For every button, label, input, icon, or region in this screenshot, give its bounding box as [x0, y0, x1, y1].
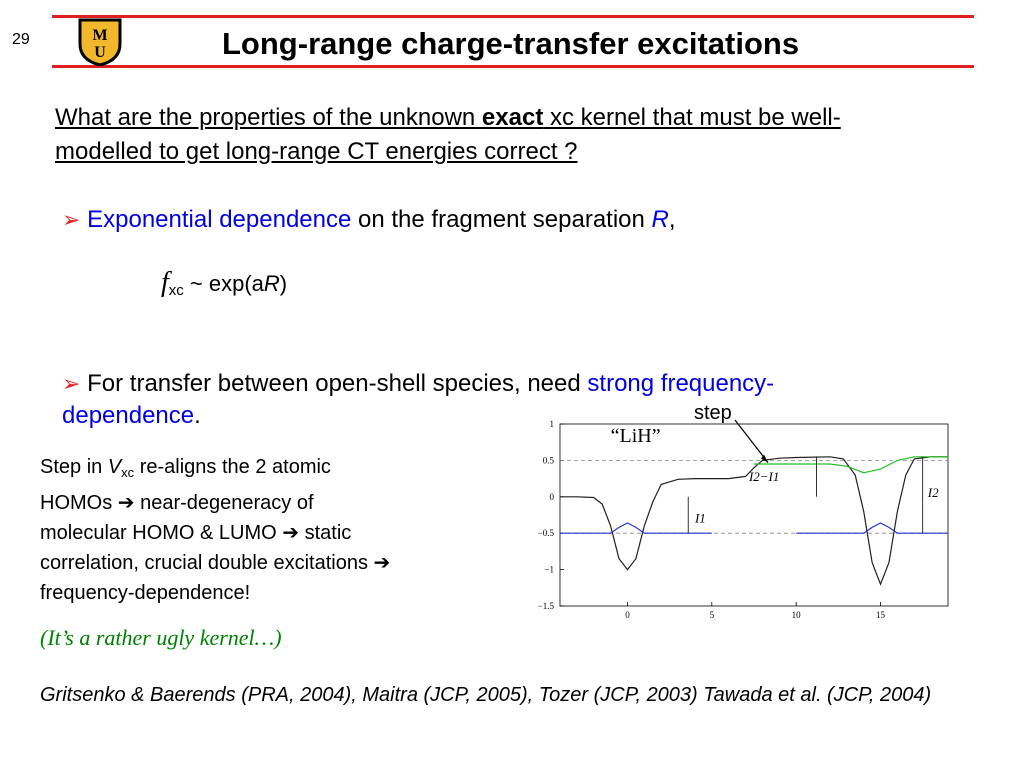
y-tick-label: −1.5: [538, 601, 555, 611]
step-pointer-line: [734, 419, 769, 463]
university-logo: M U: [78, 18, 122, 67]
slide-number: 29: [12, 31, 30, 48]
step-explanation: Step in Vxc re-aligns the 2 atomic HOMOs…: [40, 452, 510, 608]
chart-frame: [559, 423, 949, 607]
bullet2-end: .: [194, 402, 201, 429]
y-tick-label: −0.5: [538, 528, 555, 538]
explanation-line-2: HOMOs ➔ near-degeneracy of: [40, 492, 314, 514]
step-pointer-arrowhead: [761, 454, 768, 463]
x-tick-label: 5: [710, 610, 715, 618]
step-label: step: [694, 402, 732, 424]
x-tick-label: 10: [792, 610, 802, 618]
y-tick-label: −1: [544, 565, 554, 575]
formula-mid: ~ exp(a: [183, 271, 264, 296]
formula-var: R: [263, 271, 280, 296]
bullet1-var: R: [651, 206, 669, 233]
annotation-i1: I1: [694, 510, 706, 525]
series-line-2: [796, 522, 948, 534]
references: Gritsenko & Baerends (PRA, 2004), Maitra…: [40, 684, 932, 706]
ugly-kernel-note: (It’s a rather ugly kernel…): [40, 625, 282, 650]
chart-title: “LiH”: [611, 425, 661, 447]
explanation-line-1: Step in Vxc re-aligns the 2 atomic: [40, 456, 331, 480]
y-tick-label: 1: [550, 419, 555, 429]
bullet-arrow-icon: ➢: [62, 371, 81, 396]
bullet-arrow-icon: ➢: [62, 207, 81, 232]
question-text: What are the properties of the unknown e…: [55, 101, 935, 169]
bullet1-rest: on the fragment separation: [351, 206, 652, 233]
svg-text:M: M: [92, 27, 107, 44]
bullet2-before: For transfer between open-shell species,…: [87, 370, 588, 397]
question-before: What are the properties of the unknown: [55, 104, 482, 131]
annotation-i2: I2: [927, 485, 939, 500]
slide-title: Long-range charge-transfer excitations: [222, 26, 800, 61]
x-tick-label: 15: [876, 610, 886, 618]
explanation-line-5: frequency-dependence!: [40, 582, 251, 604]
exponential-highlight: Exponential dependence: [87, 206, 352, 233]
formula-f: f: [161, 267, 169, 298]
bullet2-highlight-line1: strong frequency-: [587, 370, 775, 397]
x-tick-label: 0: [625, 610, 630, 618]
lih-potential-chart: 1 0.5 0 −0.5 −1 −1.5 0 5 10 15 “LiH” I1 I2−I1 I2: [538, 419, 949, 618]
y-tick-label: 0: [550, 492, 555, 502]
bullet-open-shell: ➢ For transfer between open-shell specie…: [62, 370, 774, 398]
annotation-i2-minus-i1: I2−I1: [748, 469, 779, 484]
series-line-0: [560, 456, 948, 586]
kernel-formula: fxc ~ exp(aR): [161, 267, 287, 299]
explanation-line-3: molecular HOMO & LUMO ➔ static: [40, 522, 352, 544]
potential-var: V: [107, 456, 122, 478]
y-tick-label: 0.5: [543, 455, 555, 465]
bullet-exponential: ➢ Exponential dependence on the fragment…: [62, 206, 676, 234]
formula-sub: xc: [168, 282, 184, 299]
formula-close: ): [279, 271, 288, 296]
bottom-rule: [52, 65, 974, 68]
bullet2-highlight-line2: dependence: [62, 402, 195, 429]
bullet-open-shell-cont: dependence.: [62, 402, 201, 430]
explanation-line-4: correlation, crucial double excitations …: [40, 552, 391, 574]
bullet1-end: ,: [668, 206, 676, 233]
top-rule: [52, 15, 974, 18]
potential-sub: xc: [121, 465, 135, 480]
question-after: xc kernel that must be well-modelled to …: [55, 104, 841, 165]
svg-text:U: U: [94, 44, 106, 61]
series-line-3: [754, 456, 948, 474]
question-emphasis: exact: [481, 104, 544, 131]
series-line-1: [560, 522, 712, 534]
